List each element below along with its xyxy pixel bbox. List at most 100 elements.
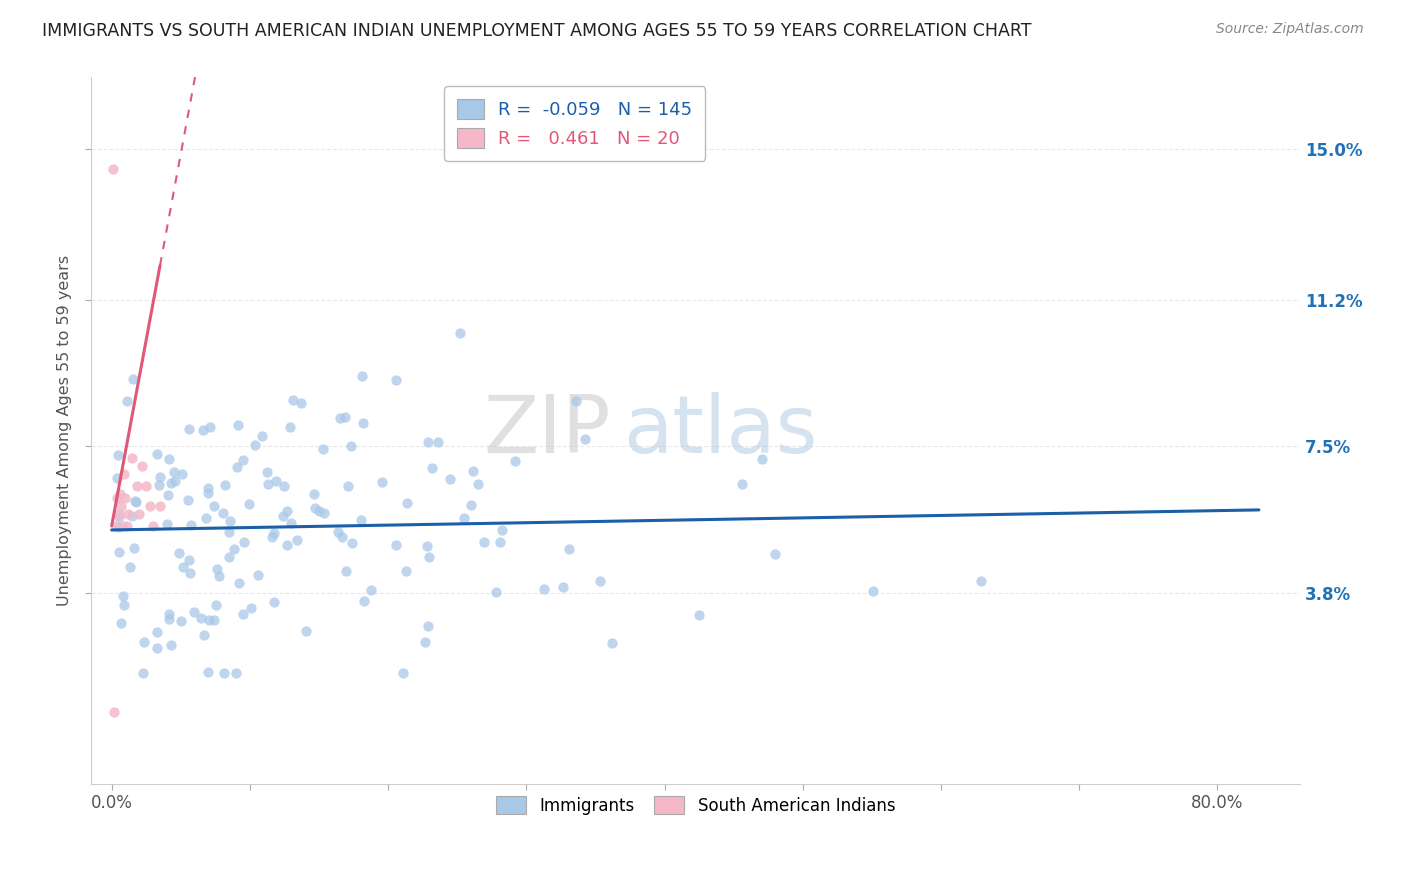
Point [304, 500, 326, 515]
Point [285, 533, 308, 548]
Point [557, 541, 579, 556]
Point [312, 442, 335, 457]
Point [190, 611, 212, 625]
Point [439, 472, 461, 486]
Point [208, 568, 231, 582]
Point [574, 433, 596, 447]
Point [262, 530, 284, 544]
Point [413, 635, 436, 649]
Point [222, 542, 245, 557]
Point [418, 550, 440, 565]
Point [193, 628, 215, 642]
Point [243, 438, 266, 452]
Point [281, 392, 304, 407]
Point [202, 500, 225, 514]
Point [295, 624, 318, 638]
Point [139, 499, 162, 513]
Point [238, 497, 260, 511]
Point [276, 538, 298, 552]
Point [263, 525, 285, 540]
Point [218, 550, 240, 565]
Legend: Immigrants, South American Indians: Immigrants, South American Indians [486, 786, 905, 825]
Point [266, 474, 288, 488]
Point [121, 509, 143, 524]
Point [205, 599, 228, 613]
Point [142, 518, 165, 533]
Point [179, 422, 201, 436]
Point [103, 706, 125, 720]
Point [115, 394, 138, 409]
Point [602, 635, 624, 649]
Point [280, 516, 302, 530]
Point [177, 552, 200, 566]
Point [134, 635, 156, 649]
Point [257, 477, 280, 491]
Point [330, 530, 353, 544]
Point [146, 641, 169, 656]
Point [167, 546, 190, 560]
Point [271, 509, 294, 524]
Point [731, 477, 754, 491]
Point [688, 607, 710, 622]
Point [460, 498, 482, 512]
Point [246, 567, 269, 582]
Point [391, 665, 413, 680]
Point [467, 476, 489, 491]
Point [117, 507, 139, 521]
Point [112, 598, 135, 612]
Text: Source: ZipAtlas.com: Source: ZipAtlas.com [1216, 22, 1364, 37]
Point [360, 582, 382, 597]
Point [212, 665, 235, 680]
Point [131, 665, 153, 680]
Point [226, 418, 249, 433]
Point [276, 503, 298, 517]
Point [104, 518, 127, 533]
Point [105, 470, 128, 484]
Point [416, 435, 439, 450]
Point [122, 541, 145, 555]
Point [157, 612, 180, 626]
Point [335, 565, 357, 579]
Point [763, 548, 786, 562]
Point [198, 420, 221, 434]
Point [565, 393, 588, 408]
Point [485, 584, 508, 599]
Point [197, 665, 219, 679]
Point [333, 409, 356, 424]
Point [177, 492, 200, 507]
Point [290, 396, 312, 410]
Point [183, 605, 205, 619]
Point [263, 594, 285, 608]
Point [163, 466, 186, 480]
Text: ZIP: ZIP [484, 392, 612, 469]
Point [107, 448, 129, 462]
Point [180, 518, 202, 533]
Point [491, 523, 513, 537]
Point [108, 487, 131, 501]
Point [121, 451, 143, 466]
Point [195, 511, 218, 525]
Point [256, 465, 278, 479]
Point [115, 518, 138, 533]
Point [415, 539, 437, 553]
Point [453, 511, 475, 525]
Point [198, 613, 221, 627]
Point [250, 428, 273, 442]
Point [101, 161, 124, 176]
Point [371, 475, 394, 489]
Point [114, 491, 136, 505]
Point [111, 589, 134, 603]
Point [385, 539, 408, 553]
Point [121, 372, 143, 386]
Point [111, 518, 134, 533]
Point [112, 467, 135, 482]
Point [124, 495, 146, 509]
Point [589, 574, 612, 588]
Point [472, 535, 495, 549]
Point [214, 478, 236, 492]
Point [273, 479, 295, 493]
Point [157, 607, 180, 621]
Point [107, 519, 129, 533]
Point [179, 566, 201, 581]
Point [197, 481, 219, 495]
